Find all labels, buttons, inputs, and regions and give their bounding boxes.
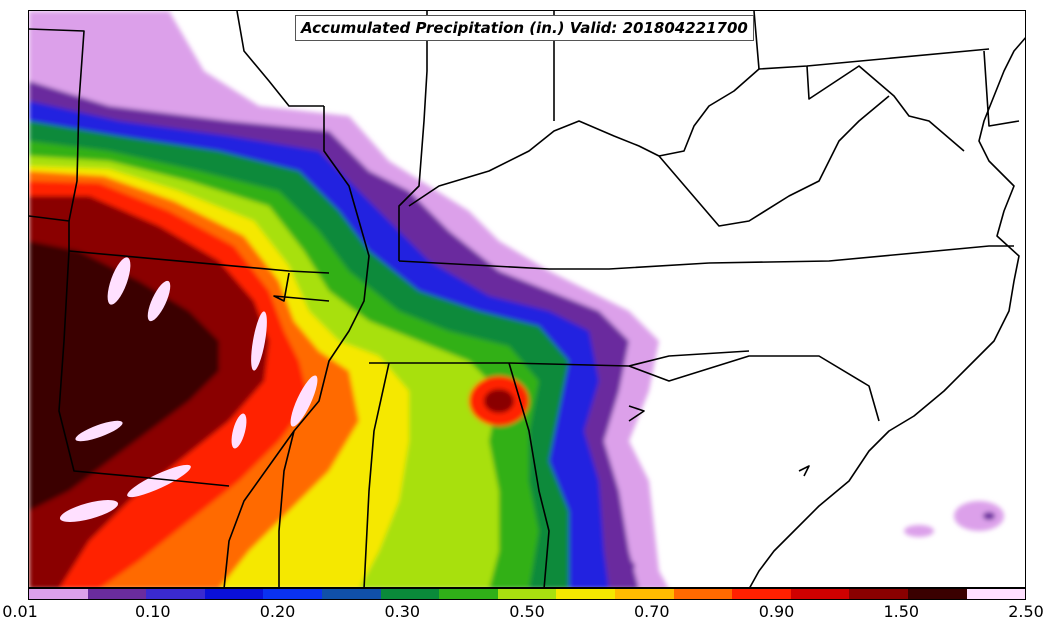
colorbar-tick-label: 0.01 [2,602,38,621]
colorbar-segment [790,589,850,599]
colorbar-tick-label: 0.10 [134,602,171,621]
cell-east-1-core [983,512,995,520]
colorbar-tick-label: 0.70 [633,602,670,621]
colorbar-segment [497,589,557,599]
colorbar-labels: 0.01 0.10 0.20 0.30 0.50 0.70 0.90 1.50 2.50 [0,602,1054,624]
colorbar-segment [87,589,147,599]
colorbar-segment [732,589,791,599]
colorbar-segment [263,589,322,599]
map-title: Accumulated Precipitation (in.) Valid: 2… [295,15,754,41]
colorbar-segment [966,589,1026,599]
colorbar-segment [556,589,615,599]
colorbar-tick-label: 0.20 [259,602,296,621]
colorbar-segment [439,589,498,599]
colorbar-segment [29,589,88,599]
precipitation-field [29,11,1004,587]
band-2-00 [29,241,219,511]
colorbar [28,588,1026,600]
colorbar-segment [907,589,967,599]
cell-east-1 [954,501,1004,531]
colorbar-segment [146,589,205,599]
map-panel [28,10,1026,588]
colorbar-tick-label: 2.50 [1008,602,1044,621]
coastline [749,37,1025,587]
colorbar-tick-label: 0.50 [509,602,545,621]
colorbar-segment [614,589,674,599]
colorbar-tick-label: 1.50 [883,602,920,621]
colorbar-segment [673,589,733,599]
colorbar-segment [321,589,381,599]
cell-east-3 [623,561,635,571]
precipitation-map [29,11,1025,587]
cell-east-2 [904,525,934,537]
colorbar-tick-label: 0.90 [758,602,795,621]
colorbar-segment [204,589,264,599]
colorbar-segment [380,589,440,599]
colorbar-tick-label: 0.30 [384,602,421,621]
cell-georgia-core [484,389,514,413]
peak-streaks [59,257,318,522]
colorbar-segment [849,589,908,599]
state-borders [29,11,1025,587]
